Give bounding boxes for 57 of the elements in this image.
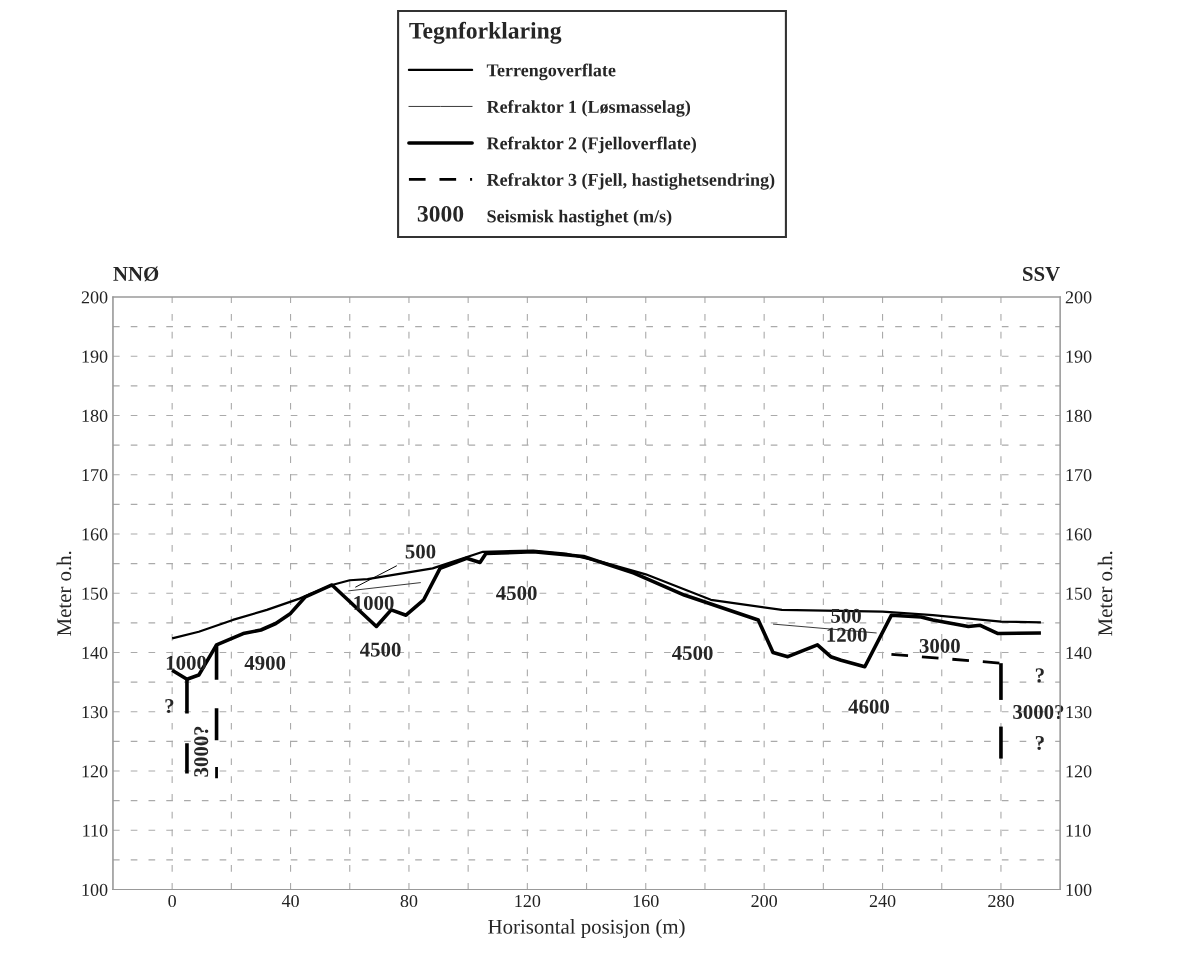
annotation: ? (1035, 668, 1044, 683)
annotation: 3000 (919, 638, 960, 653)
annotation: 500 (831, 608, 861, 623)
y2-tick-label: 170 (1066, 469, 1092, 482)
y-axis-title: Meter o.h. (56, 551, 72, 636)
annotation: 4500 (360, 642, 401, 657)
annotation: ? (1035, 735, 1044, 751)
legend-label: Terrengoverflate (486, 63, 616, 81)
annotation: 500 (405, 544, 436, 559)
legend-title: Tegnforklaring (409, 21, 562, 44)
x-tick-label: 200 (751, 894, 778, 908)
annotation: 4600 (848, 699, 889, 714)
text: NNØ (113, 266, 159, 282)
legend-label: Refraktor 1 (Løsmasselag) (486, 100, 691, 117)
text: 3000 (417, 205, 464, 222)
legend-label: Refraktor 3 (Fjell, hastighetsendring) (486, 173, 775, 190)
y2-axis-title: Meter o.h. (1097, 551, 1113, 636)
y-tick-label: 140 (82, 646, 108, 659)
y2-tick-label: 200 (1065, 291, 1092, 304)
legend-label: Refraktor 2 (Fjelloverflate) (486, 136, 696, 154)
x-axis-title: Horisontal posisjon (m) (488, 919, 685, 938)
annotation: ? (165, 699, 174, 714)
annotation: 4500 (496, 586, 537, 601)
y-tick-label: 190 (82, 350, 108, 363)
annotation: 4500 (672, 645, 713, 660)
y2-tick-label: 150 (1066, 587, 1092, 600)
y2-tick-label: 160 (1066, 528, 1092, 541)
y-tick-label: 180 (82, 409, 108, 422)
x-tick-label: 120 (515, 894, 541, 908)
y2-tick-label: 190 (1066, 350, 1092, 363)
y2-tick-label: 120 (1066, 765, 1092, 778)
text: SSV (1023, 266, 1060, 282)
y-tick-label: 120 (82, 765, 108, 778)
x-tick-label: 280 (988, 894, 1014, 908)
y-tick-label: 150 (82, 587, 108, 600)
y-tick-label: 160 (82, 528, 108, 541)
y2-tick-label: 140 (1066, 646, 1092, 659)
y2-tick-label: 130 (1066, 706, 1092, 719)
y-tick-label: 130 (82, 706, 108, 719)
annotation: 1200 (827, 627, 867, 642)
y-tick-label: 110 (83, 824, 108, 837)
y2-tick-label: 180 (1066, 409, 1092, 422)
annotation: 1000 (354, 595, 394, 611)
text: Seismisk hastighet (m/s) (487, 209, 672, 227)
x-tick-label: 40 (281, 894, 299, 908)
annotation: 4900 (244, 655, 286, 670)
y2-tick-label: 100 (1066, 883, 1092, 896)
y-tick-label: 100 (82, 883, 108, 896)
y-tick-label: 170 (82, 469, 108, 482)
x-tick-label: 80 (400, 894, 418, 908)
y2-tick-label: 110 (1066, 824, 1091, 837)
annotation: 3000? (1013, 704, 1064, 720)
x-tick-label: 0 (168, 894, 176, 908)
x-tick-label: 240 (869, 894, 896, 908)
y-tick-label: 200 (81, 291, 108, 304)
annotation: 3000? (194, 726, 209, 777)
x-tick-label: 160 (633, 894, 659, 908)
